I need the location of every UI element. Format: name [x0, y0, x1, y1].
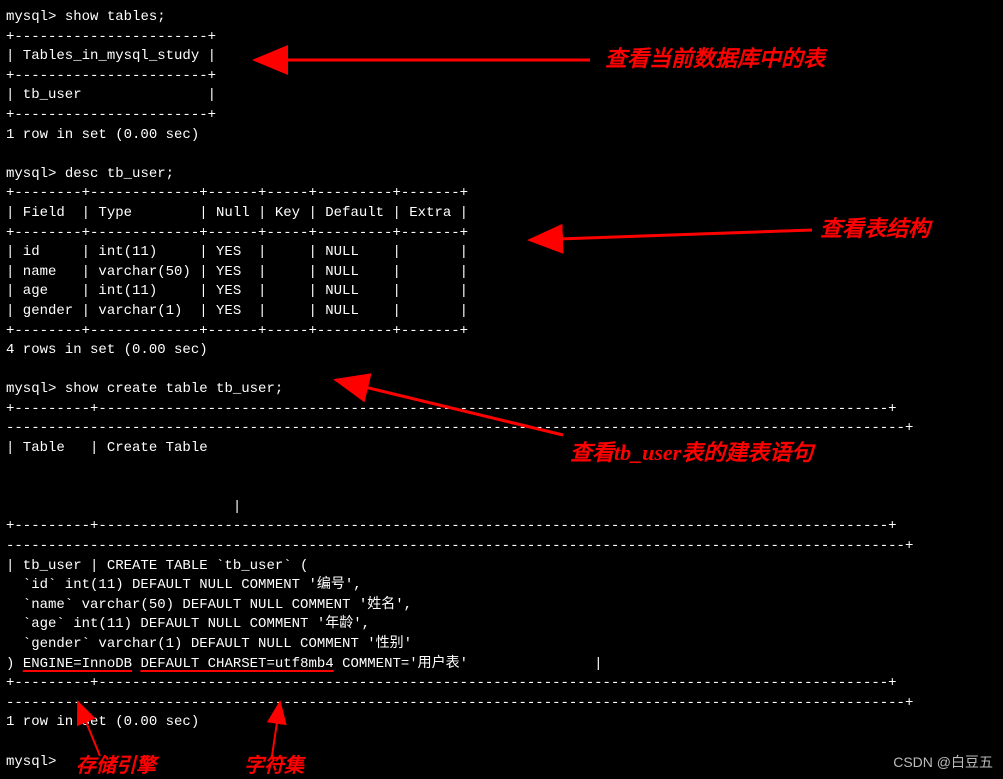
watermark: CSDN @白豆五 [893, 753, 993, 773]
table-row: | id | int(11) | YES | | NULL | | [6, 244, 468, 260]
table-dash: ----------------------------------------… [6, 695, 913, 711]
table-header: | Tables_in_mysql_study | [6, 48, 216, 64]
command-3: show create table tb_user; [65, 381, 283, 397]
table-row: | age | int(11) | YES | | NULL | | [6, 283, 468, 299]
table-border: +---------+-----------------------------… [6, 675, 897, 691]
table-row: | tb_user | [6, 87, 216, 103]
table-row: | name | varchar(50) | YES | | NULL | | [6, 264, 468, 280]
table-header: | Table | Create Table [6, 440, 880, 456]
prompt: mysql> [6, 166, 56, 182]
table-border: +---------+-----------------------------… [6, 518, 897, 534]
table-dash: ----------------------------------------… [6, 420, 913, 436]
table-border: +-----------------------+ [6, 68, 216, 84]
result-summary: 1 row in set (0.00 sec) [6, 127, 199, 143]
table-header: | Field | Type | Null | Key | Default | … [6, 205, 468, 221]
table-border: +--------+-------------+------+-----+---… [6, 185, 468, 201]
table-border: +-----------------------+ [6, 29, 216, 45]
final-prompt: mysql> [6, 754, 65, 770]
table-border: +--------+-------------+------+-----+---… [6, 323, 468, 339]
prompt: mysql> [6, 9, 56, 25]
table-pipe: | [6, 499, 241, 515]
create-col: `age` int(11) DEFAULT NULL COMMENT '年龄', [6, 616, 370, 632]
prompt: mysql> [6, 381, 56, 397]
engine-text: ENGINE=InnoDB [23, 656, 132, 672]
result-summary: 4 rows in set (0.00 sec) [6, 342, 208, 358]
create-col: `id` int(11) DEFAULT NULL COMMENT '编号', [6, 577, 362, 593]
comment-text: COMMENT='用户表' [334, 656, 468, 672]
table-border: +-----------------------+ [6, 107, 216, 123]
table-dash: ----------------------------------------… [6, 538, 913, 554]
create-row-start: | tb_user | CREATE TABLE `tb_user` ( [6, 558, 308, 574]
trailing-pipe: | [468, 656, 602, 672]
result-summary: 1 row in set (0.00 sec) [6, 714, 199, 730]
engine-line-prefix: ) [6, 656, 23, 672]
command-2: desc tb_user; [65, 166, 174, 182]
create-col: `gender` varchar(1) DEFAULT NULL COMMENT… [6, 636, 412, 652]
table-row: | gender | varchar(1) | YES | | NULL | | [6, 303, 468, 319]
table-border: +---------+-----------------------------… [6, 401, 897, 417]
charset-text: DEFAULT CHARSET=utf8mb4 [140, 656, 333, 672]
table-border: +--------+-------------+------+-----+---… [6, 225, 468, 241]
command-1: show tables; [65, 9, 166, 25]
terminal-output: mysql> show tables; +-------------------… [0, 0, 1003, 779]
create-col: `name` varchar(50) DEFAULT NULL COMMENT … [6, 597, 412, 613]
